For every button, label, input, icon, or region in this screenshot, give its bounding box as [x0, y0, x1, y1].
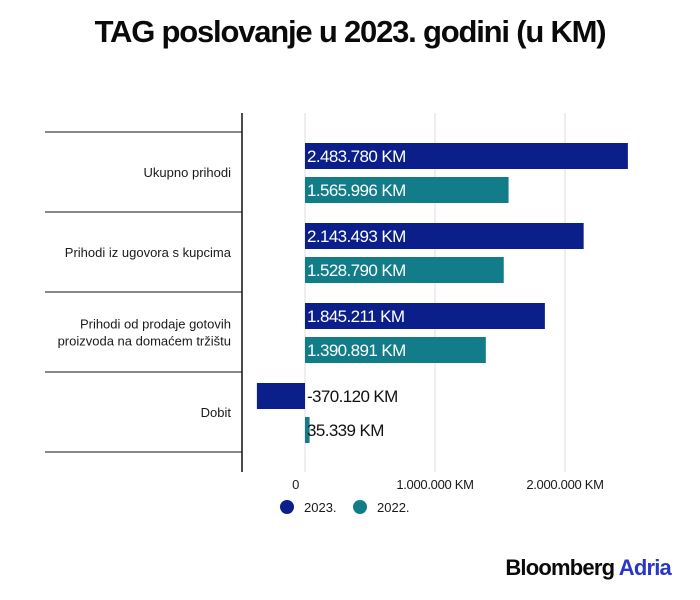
- data-label: 1.390.891 KM: [307, 341, 406, 360]
- x-axis-ticks: 0 1.000.000 KM 2.000.000 KM: [292, 477, 604, 492]
- bar: [305, 143, 628, 169]
- bars: 2.483.780 KM 2.143.493 KM 1.845.211 KM -370…: [256, 143, 628, 443]
- x-tick-label: 2.000.000 KM: [526, 477, 603, 492]
- category-label: Prihodi od prodaje gotovih: [80, 317, 231, 332]
- bar: [305, 223, 584, 249]
- legend-label: 2023.: [304, 500, 337, 515]
- data-label: 35.339 KM: [307, 421, 384, 440]
- legend-label: 2022.: [377, 500, 410, 515]
- legend-marker: [280, 500, 294, 514]
- data-label: 1.565.996 KM: [307, 181, 406, 200]
- brand-accent: Adria: [618, 555, 672, 580]
- x-tick-label: 0: [292, 477, 299, 492]
- data-label: -370.120 KM: [307, 387, 398, 406]
- category-table: Ukupno prihodi Prihodi iz ugovora s kupci…: [45, 113, 243, 472]
- bar: [305, 257, 504, 283]
- bar: [305, 177, 509, 203]
- bar: [305, 303, 545, 329]
- chart-title: TAG poslovanje u 2023. godini (u KM): [94, 14, 607, 49]
- data-label: 2.483.780 KM: [307, 147, 406, 166]
- bloomberg-adria-logo: Bloomberg Adria: [505, 555, 671, 581]
- data-label: 1.528.790 KM: [307, 261, 406, 280]
- grid-lines: [304, 113, 566, 472]
- category-label: Dobit: [201, 405, 232, 420]
- legend[interactable]: 2023. 2022.: [280, 500, 410, 515]
- bar: [305, 417, 310, 443]
- brand-name: Bloomberg: [505, 555, 615, 580]
- category-label: Ukupno prihodi: [144, 165, 232, 180]
- category-label: Prihodi iz ugovora s kupcima: [65, 245, 232, 260]
- legend-marker: [353, 500, 367, 514]
- bar: [305, 337, 486, 363]
- bar: [256, 383, 305, 409]
- x-tick-label: 1.000.000 KM: [396, 477, 473, 492]
- category-label: proizvoda na domaćem tržištu: [58, 334, 231, 349]
- data-label: 1.845.211 KM: [307, 307, 404, 326]
- data-label: 2.143.493 KM: [307, 227, 406, 246]
